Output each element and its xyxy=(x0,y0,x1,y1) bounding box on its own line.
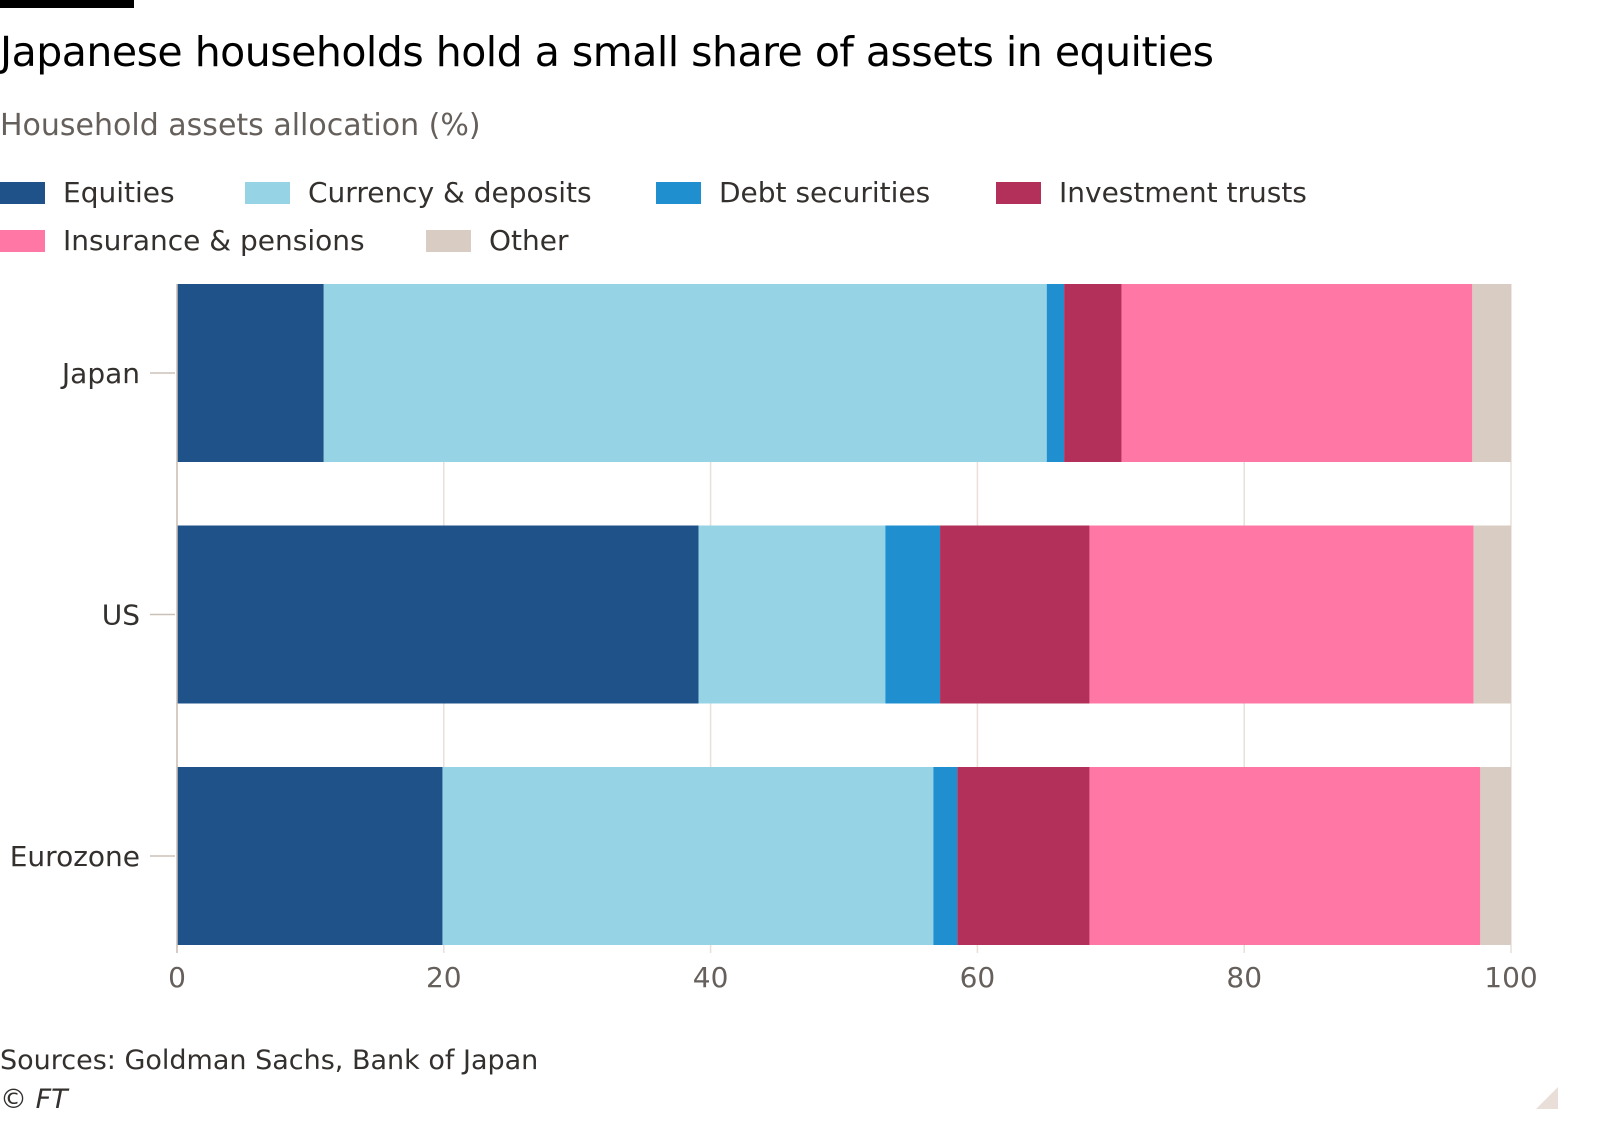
legend-item: Insurance & pensions xyxy=(0,224,365,257)
bar-segment xyxy=(1064,284,1122,462)
bar-segment xyxy=(885,525,941,704)
legend-label: Other xyxy=(489,224,569,257)
legend-swatch xyxy=(0,229,45,252)
x-tick-label: 80 xyxy=(1226,961,1262,994)
legend-swatch xyxy=(245,181,290,204)
bar-segment xyxy=(177,525,699,704)
legend-label: Currency & deposits xyxy=(308,176,592,209)
source-note: Sources: Goldman Sachs, Bank of Japan xyxy=(0,1045,539,1076)
legend-item: Investment trusts xyxy=(996,176,1307,209)
legend-item: Debt securities xyxy=(656,176,930,209)
legend-swatch xyxy=(426,229,471,252)
bar-segment xyxy=(177,284,324,462)
copyright: © FT xyxy=(0,1084,68,1115)
legend-label: Debt securities xyxy=(719,176,931,209)
legend-label: Investment trusts xyxy=(1059,176,1307,209)
legend-label: Insurance & pensions xyxy=(63,224,365,257)
x-tick-label: 60 xyxy=(960,961,996,994)
bar-segment xyxy=(1089,525,1474,704)
bar-segment xyxy=(1121,284,1473,462)
legend-swatch xyxy=(656,181,701,204)
bar-segment xyxy=(957,767,1090,945)
bar-segment xyxy=(442,767,934,945)
x-tick-label: 100 xyxy=(1484,961,1537,994)
y-category-label: US xyxy=(102,599,140,632)
bar-segment xyxy=(933,767,958,945)
bar-segment xyxy=(323,284,1047,462)
legend-item: Equities xyxy=(0,176,175,209)
legend-label: Equities xyxy=(63,176,175,209)
bar-segment xyxy=(1480,767,1511,945)
x-tick-label: 0 xyxy=(168,961,186,994)
bar-segment xyxy=(177,767,443,945)
chart-title: Japanese households hold a small share o… xyxy=(0,28,1214,76)
legend-swatch xyxy=(0,181,45,204)
y-category-label: Eurozone xyxy=(10,840,140,873)
chart-subtitle: Household assets allocation (%) xyxy=(0,108,481,143)
bar-segment xyxy=(698,525,886,704)
bar-segment xyxy=(940,525,1090,704)
legend-item: Currency & deposits xyxy=(245,176,592,209)
ft-top-bar xyxy=(0,0,134,8)
x-tick-label: 40 xyxy=(693,961,729,994)
x-tick-label: 20 xyxy=(426,961,462,994)
bar-segment xyxy=(1472,284,1511,462)
legend-item: Other xyxy=(426,224,569,257)
bar-segment xyxy=(1473,525,1511,704)
y-category-label: Japan xyxy=(60,357,140,390)
bar-segment xyxy=(1089,767,1481,945)
bar-segment xyxy=(1046,284,1065,462)
legend-swatch xyxy=(996,181,1041,204)
corner-mark xyxy=(1536,1087,1558,1109)
